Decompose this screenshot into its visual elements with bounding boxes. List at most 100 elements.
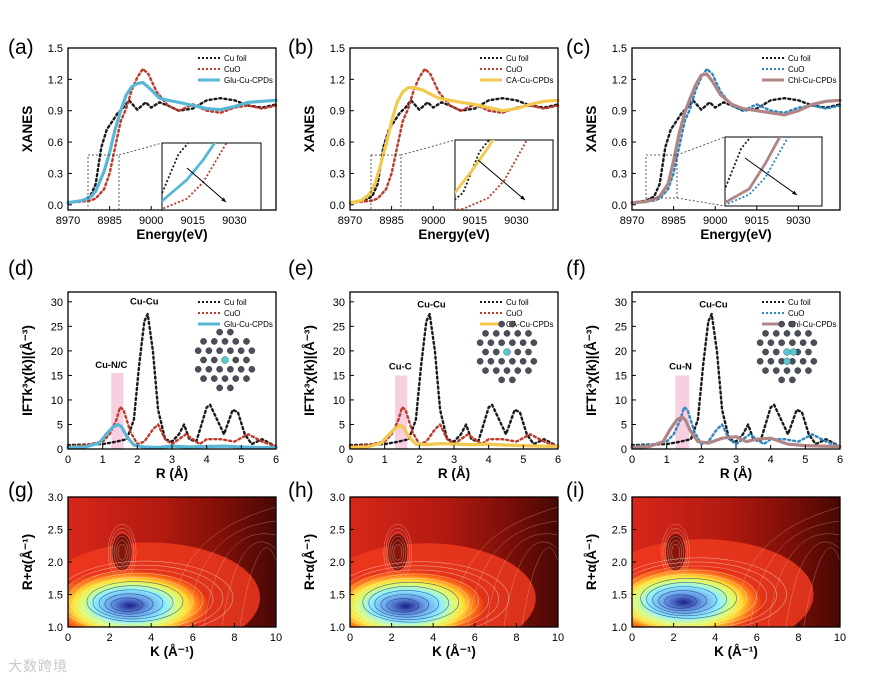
contour-line [391, 540, 405, 565]
contour-line [109, 528, 135, 577]
panel-a: (a) 8970 8985 9000 9015 9030 0.0 0.3 0.6 0.9 1.2 1.… [8, 36, 278, 242]
molecule-structure [476, 320, 538, 384]
x-tick-label: 8970 [338, 215, 362, 227]
series-line [630, 415, 842, 450]
y-tick-label: 10 [51, 395, 63, 407]
panel-label: (g) [8, 479, 34, 502]
inset-series-line [455, 140, 495, 195]
contour-line [350, 573, 480, 627]
y-tick-label: 3.0 [612, 492, 627, 504]
inset-series-line [162, 143, 217, 203]
atom-highlight [789, 348, 798, 356]
x-tick-label: 8 [513, 632, 519, 644]
atom [221, 338, 229, 345]
y-axis-label: R+α(Å⁻¹) [20, 534, 35, 590]
series-line [66, 97, 278, 204]
x-axis-label: Energy(eV) [700, 227, 771, 242]
x-tick-label: 3 [169, 454, 175, 466]
series-line [66, 312, 278, 448]
y-axis-label: XANES [20, 106, 35, 153]
contour-line [632, 561, 777, 627]
y-tick-label: 0.6 [48, 137, 63, 149]
atom-highlight [503, 348, 511, 356]
contour-line [449, 506, 558, 627]
y-tick-label: 20 [51, 346, 63, 358]
atom [200, 375, 207, 382]
contour-line [664, 594, 697, 609]
peak-annotation: Cu-Cu [417, 300, 446, 311]
y-tick-label: 1.2 [48, 74, 63, 86]
contour-line [383, 524, 413, 581]
contour-line [393, 544, 403, 561]
contour-line [803, 547, 840, 627]
x-tick-label: 0 [629, 632, 635, 644]
peak-annotation: Cu-N [669, 362, 692, 373]
x-tick-label: 8 [231, 632, 237, 644]
atom-highlight [783, 348, 791, 356]
atom [519, 339, 527, 347]
x-tick-label: 6 [273, 454, 279, 466]
panel-label: (c) [566, 36, 591, 59]
panel-f: (f)0 2 4 6 8 101.01.52.02.53.0K (Å⁻¹)R+α(Å⁻¹) [302, 257, 586, 659]
peak-annotation: Cu-C [389, 362, 412, 373]
contour-line [671, 544, 680, 561]
atom [794, 367, 802, 374]
x-tick-label: 10 [834, 632, 846, 644]
panel-label: (f) [566, 257, 586, 280]
inset-arrowhead [520, 195, 525, 200]
y-tick-label: 1.5 [48, 590, 63, 602]
atom [498, 339, 505, 347]
atom [805, 330, 812, 337]
legend-label: CuO [224, 65, 240, 74]
y-tick-label: 10 [333, 395, 345, 407]
x-tick-label: 3 [733, 454, 739, 466]
x-tick-label: 6 [190, 632, 196, 644]
atom [492, 367, 500, 374]
legend-label: Chl-Cu-CPDs [788, 76, 836, 85]
zoom-region [87, 154, 120, 211]
x-tick-label: 9000 [703, 215, 727, 227]
legend-label: CuO [788, 65, 804, 74]
contour-line [749, 520, 840, 627]
legend-label: Cu foil [224, 298, 247, 307]
atom [232, 338, 240, 345]
heatmap-peak [68, 569, 210, 627]
y-tick-label: 1.2 [612, 74, 627, 86]
atom [237, 347, 245, 355]
highlight-band [111, 372, 124, 449]
y-tick-label: 20 [615, 346, 627, 358]
contour-line [665, 532, 686, 573]
y-tick-label: 1.5 [330, 590, 345, 602]
atom [200, 356, 207, 364]
atom [525, 348, 532, 356]
contour-line [86, 581, 184, 622]
peak-annotation: Cu-Cu [130, 296, 159, 307]
y-tick-label: 15 [51, 370, 63, 382]
x-tick-label: 9015 [181, 215, 205, 227]
y-tick-label: 3.0 [330, 492, 345, 504]
x-tick-label: 4 [768, 454, 774, 466]
y-tick-label: 0.0 [330, 200, 345, 212]
x-axis-label: Energy(eV) [136, 227, 207, 242]
contour-line [92, 585, 174, 620]
y-tick-label: 1.5 [612, 43, 627, 55]
atom [210, 356, 218, 364]
x-axis-label: Energy(eV) [418, 227, 489, 242]
x-tick-label: 9030 [504, 215, 528, 227]
atom [762, 330, 769, 337]
x-tick-label: 8970 [620, 215, 644, 227]
x-tick-label: 0 [65, 632, 71, 644]
x-tick-label: 0 [347, 454, 353, 466]
y-tick-label: 15 [333, 370, 345, 382]
y-tick-label: 2.0 [330, 557, 345, 569]
y-tick-label: 10 [615, 395, 627, 407]
x-tick-label: 9030 [222, 215, 246, 227]
atom [227, 328, 234, 336]
atom [498, 320, 505, 328]
x-tick-label: 9030 [786, 215, 810, 227]
contour-line [767, 533, 840, 627]
atom [509, 320, 516, 328]
atom [243, 338, 250, 345]
zoom-connector [676, 197, 726, 207]
x-tick-label: 6 [754, 632, 760, 644]
